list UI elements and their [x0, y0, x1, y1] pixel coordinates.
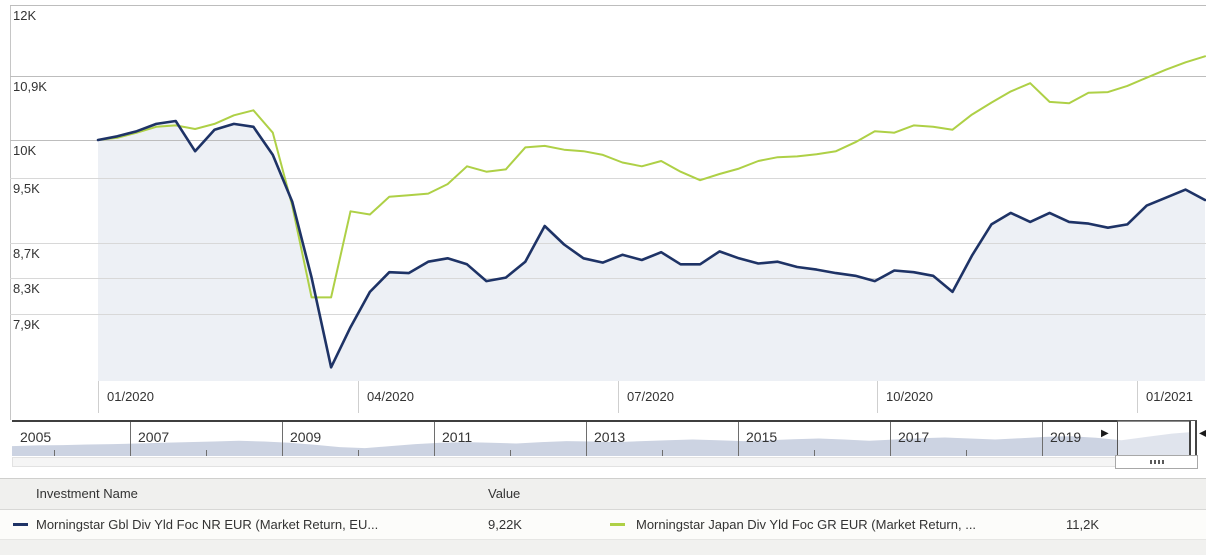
grip-dots-icon: [1149, 460, 1164, 464]
scrubber-minor-tick: [966, 450, 967, 456]
series-line: [97, 55, 1206, 299]
legend-table: Investment Name Value Morningstar Gbl Di…: [0, 478, 1206, 555]
y-axis-label: 9,5K: [13, 180, 40, 196]
scrubber-year-label: 2009: [290, 429, 322, 445]
x-axis-tick: [1137, 381, 1138, 413]
x-axis-label: 10/2020: [886, 389, 933, 404]
series-color-dash: [610, 523, 625, 526]
scrubber-minor-tick: [206, 450, 207, 456]
scrubber-year-separator: [586, 422, 587, 456]
scrubber-expand-left-icon[interactable]: ◀: [1199, 428, 1206, 439]
y-axis-label: 8,7K: [13, 245, 40, 261]
scrubber-year-separator: [1042, 422, 1043, 456]
x-axis-tick: [358, 381, 359, 413]
x-axis-label: 07/2020: [627, 389, 674, 404]
scrubber-year-label: 2011: [442, 429, 473, 445]
scrubber-year-separator: [130, 422, 131, 456]
scrubber-minor-tick: [662, 450, 663, 456]
scrubber-scrollbar-track[interactable]: [12, 457, 1195, 467]
scrubber-minor-tick: [814, 450, 815, 456]
y-axis-label: 10,9K: [13, 78, 47, 94]
x-axis-label: 01/2020: [107, 389, 154, 404]
scrubber-minor-tick: [358, 450, 359, 456]
x-axis-label: 04/2020: [367, 389, 414, 404]
scrubber-expand-right-icon[interactable]: ▶: [1101, 428, 1109, 439]
legend-column-value: Value: [488, 486, 521, 501]
scrubber-selection-window[interactable]: [1117, 420, 1197, 456]
y-axis-label: 7,9K: [13, 316, 40, 332]
x-axis-tick: [877, 381, 878, 413]
scrubber-year-separator: [738, 422, 739, 456]
x-axis-tick: [618, 381, 619, 413]
investment-name: Morningstar Gbl Div Yld Foc NR EUR (Mark…: [36, 517, 379, 532]
scrubber-year-separator: [890, 422, 891, 456]
scrubber-year-label: 2015: [746, 429, 778, 445]
x-axis-tick: [98, 381, 99, 413]
scrubber-year-label: 2017: [898, 429, 930, 445]
time-scrubber[interactable]: 2005 2007 2009 2011 2013 2015 2017 2019 ▶ ◀: [0, 420, 1206, 457]
series-area-fill: [98, 121, 1205, 381]
scrubber-year-label: 2019: [1050, 429, 1082, 445]
scrubber-year-label: 2013: [594, 429, 626, 445]
y-axis-label: 8,3K: [13, 280, 40, 296]
legend-column-investment-name: Investment Name: [36, 486, 138, 501]
x-axis: 01/2020 04/2020 07/2020 10/2020 01/2021: [0, 381, 1206, 415]
plot-left-border: [10, 5, 11, 420]
scrubber-selection-right-handle[interactable]: [1189, 421, 1197, 455]
scrubber-minor-tick: [54, 450, 55, 456]
series-color-dash: [13, 523, 28, 526]
x-axis-label: 01/2021: [1146, 389, 1193, 404]
y-axis-label: 10K: [13, 142, 37, 158]
scrubber-scrollbar-thumb[interactable]: [1115, 455, 1198, 469]
scrubber-year-label: 2007: [138, 429, 170, 445]
scrubber-year-separator: [282, 422, 283, 456]
legend-footer-strip: [0, 540, 1206, 555]
scrubber-top-line: [12, 420, 1197, 422]
scrubber-sparkline: [12, 431, 1197, 456]
scrubber-year-label: 2005: [20, 429, 52, 445]
investment-value: 9,22K: [488, 517, 522, 532]
scrubber-year-separator: [434, 422, 435, 456]
legend-data-row: Morningstar Gbl Div Yld Foc NR EUR (Mark…: [0, 510, 1206, 540]
investment-name: Morningstar Japan Div Yld Foc GR EUR (Ma…: [636, 517, 977, 532]
scrubber-minor-tick: [510, 450, 511, 456]
investment-value: 11,2K: [1066, 517, 1100, 532]
growth-chart-plot[interactable]: [10, 0, 1206, 381]
sparkline-area: [12, 431, 1197, 456]
y-axis-label: 12K: [13, 7, 37, 23]
series-line: [96, 119, 1206, 369]
legend-header-row: Investment Name Value: [0, 479, 1206, 510]
